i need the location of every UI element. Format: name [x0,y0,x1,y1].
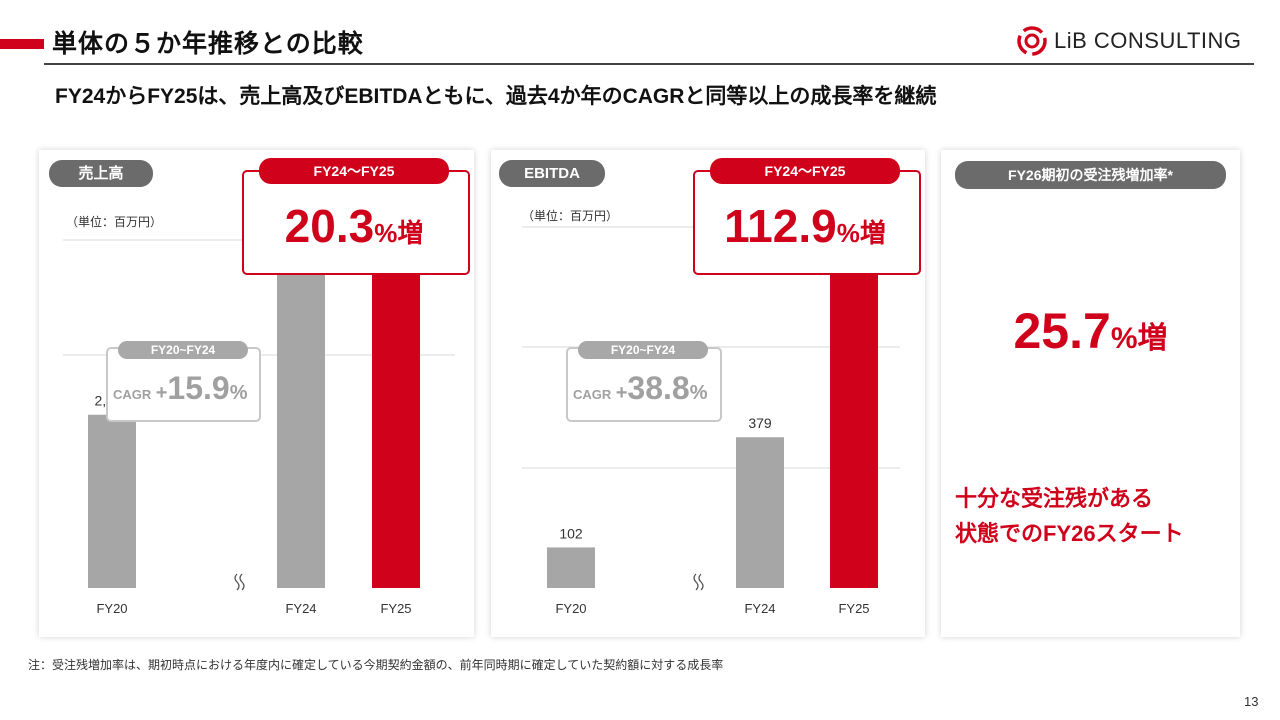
ebitda-axis-label-fy25: FY25 [838,601,869,616]
sales-cagr-label: CAGR [113,387,152,402]
sales-cagr-period-tag: FY20~FY24 [118,341,248,359]
page-subtitle: FY24からFY25は、売上高及びEBITDAともに、過去4か年のCAGRと同等… [55,85,937,108]
backlog-growth-number: 25.7 [1013,303,1111,359]
ebitda-cagr-label: CAGR [573,387,612,402]
ebitda-axis-break-mark [693,573,699,591]
ebitda-cagr-text: CAGR +38.8% [573,370,708,407]
sales-growth-suffix: %増 [374,218,424,248]
ebitda-value-label-fy24: 379 [748,415,772,431]
page-number: 13 [1244,694,1259,709]
sales-cagr-suffix: % [229,382,248,404]
ebitda-axis-break-mark [698,573,704,591]
ebitda-label-tag: EBITDA [499,160,605,187]
ebitda-cagr-period-tag: FY20~FY24 [578,341,708,359]
title-divider [44,63,1254,65]
page-title: 単体の５か年推移との比較 [52,30,364,58]
sales-axis-break-mark [239,573,245,591]
backlog-message-line1: 十分な受注残がある [955,486,1154,511]
footnote: 注：受注残増加率は、期初時点における年度内に確定している今期契約金額の、前年同時… [28,658,724,672]
ebitda-growth-period-tag: FY24～FY25 [710,158,900,184]
backlog-growth-value: 25.7%増 [941,302,1240,360]
backlog-growth-suffix: %増 [1110,322,1168,355]
ebitda-cagr-value: 38.8 [627,370,690,406]
company-logo: LiB CONSULTING [1016,24,1242,58]
ebitda-cagr-suffix: % [689,382,708,404]
sales-growth-period-tag: FY24～FY25 [259,158,449,184]
ebitda-growth-number: 112.9 [724,200,837,252]
sales-growth-number: 20.3 [284,200,375,252]
sales-growth-box [242,170,470,275]
ebitda-unit-label: （単位：百万円） [522,209,619,223]
ebitda-growth-value: 112.9%増 [695,199,915,253]
sales-unit-label: （単位：百万円） [66,215,163,229]
logo-text: LiB CONSULTING [1054,28,1242,53]
ebitda-value-label-fy20: 102 [559,525,583,541]
sales-axis-break-mark [234,573,240,591]
ebitda-bar-fy25 [830,266,878,588]
ebitda-cagr-sign: + [615,382,628,404]
sales-cagr-value: 15.9 [167,370,230,406]
logo-mark-icon [1017,26,1047,56]
sales-bar-fy20 [88,414,136,588]
sales-axis-label-fy24: FY24 [285,601,316,616]
ebitda-axis-label-fy20: FY20 [555,601,586,616]
sales-axis-label-fy20: FY20 [96,601,127,616]
sales-cagr-text: CAGR +15.9% [113,370,248,407]
ebitda-growth-suffix: %増 [836,218,886,248]
ebitda-bar-fy20 [547,547,595,588]
ebitda-axis-label-fy24: FY24 [744,601,775,616]
sales-bar-fy24 [277,274,325,588]
sales-label-tag: 売上高 [49,160,153,187]
sales-cagr-box [106,347,261,422]
backlog-label-tag: FY26期初の受注残増加率* [955,161,1226,189]
sales-axis-label-fy25: FY25 [380,601,411,616]
sales-growth-value: 20.3%増 [244,199,464,253]
sales-cagr-sign: + [155,382,168,404]
backlog-panel [941,150,1240,637]
ebitda-growth-box [693,170,921,275]
ebitda-bar-fy24 [736,437,784,588]
backlog-message-line2: 状態でのFY26スタート [955,521,1184,546]
title-accent-bar [0,39,44,49]
